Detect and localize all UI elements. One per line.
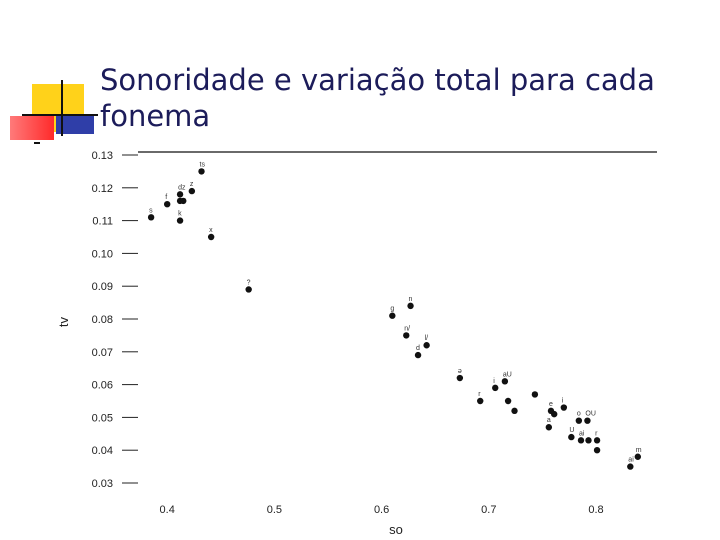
data-point (575, 417, 583, 424)
data-point (593, 437, 601, 444)
data-point (188, 187, 196, 195)
point-label: r (595, 430, 598, 437)
data-point (577, 437, 585, 444)
data-point (593, 447, 601, 454)
y-tick-label: 0.05 (92, 412, 113, 424)
data-point (164, 201, 171, 208)
data-point (511, 407, 518, 415)
slide-title: Sonoridade e variação total para cada fo… (100, 63, 655, 133)
y-tick-label: 0.13 (92, 150, 113, 162)
data-point (477, 397, 484, 405)
point-label: o (577, 411, 581, 418)
x-tick-label: 0.7 (481, 504, 496, 516)
x-axis-label: so (389, 522, 403, 537)
y-axis: 0.03 0.04 0.05 0.06 0.07 0.08 0.09 0.10 0.11 0.12… (92, 150, 138, 490)
vertical-rule (61, 80, 63, 136)
point-label: g (390, 306, 394, 313)
point-label: n/ (404, 325, 410, 332)
x-tick-label: 0.5 (267, 504, 282, 516)
y-tick-label: 0.04 (92, 445, 113, 457)
data-point (504, 397, 512, 405)
data-point (550, 410, 558, 418)
data-point (245, 286, 252, 293)
point-label: ai (628, 457, 634, 464)
y-tick-label: 0.10 (92, 248, 113, 260)
data-point (501, 378, 509, 385)
data-point (147, 214, 155, 221)
data-point (627, 463, 634, 470)
point-label: ai (579, 430, 585, 437)
data-point (198, 168, 205, 175)
data-point (560, 404, 568, 411)
point-label: dz (178, 184, 186, 191)
point-label: d (416, 345, 420, 352)
point-label: OU (585, 411, 596, 418)
data-point (531, 391, 539, 398)
x-axis: 0.4 0.5 0.6 0.7 0.8 (160, 504, 604, 516)
point-label: ə (458, 368, 462, 375)
point-label: aU (503, 371, 512, 378)
point-label: i (562, 398, 564, 405)
data-point (545, 424, 553, 431)
point-label: m (636, 447, 642, 454)
point-label: r (478, 391, 481, 398)
point-label: l/ (425, 335, 429, 342)
point-label: k (178, 211, 182, 218)
data-point (207, 233, 215, 241)
point-label: n (409, 296, 413, 303)
y-tick-label: 0.03 (92, 478, 113, 490)
y-tick-label: 0.08 (92, 314, 113, 326)
point-label: ts (200, 161, 206, 168)
data-point (176, 217, 184, 224)
y-tick-label: 0.11 (92, 216, 113, 228)
data-point (492, 384, 499, 392)
data-point (176, 191, 184, 198)
small-dash (34, 142, 40, 144)
y-tick-label: 0.06 (92, 380, 113, 392)
slide-decoration (0, 0, 100, 160)
point-label: z (190, 181, 194, 188)
x-tick-label: 0.8 (588, 504, 603, 516)
point-label: e (549, 401, 553, 408)
data-point (407, 302, 414, 310)
data-point (180, 197, 187, 205)
data-point (584, 417, 591, 424)
data-point (634, 453, 642, 460)
blue-square (56, 114, 94, 134)
y-tick-label: 0.07 (92, 347, 113, 359)
point-label: i (493, 378, 495, 385)
red-square (10, 116, 54, 140)
data-point (568, 433, 575, 441)
point-label: ? (247, 279, 251, 286)
data-point (403, 332, 410, 339)
point-label: f (165, 194, 167, 201)
data-point (456, 374, 464, 382)
data-point (423, 342, 430, 349)
point-label: U (569, 427, 574, 434)
x-tick-label: 0.6 (374, 504, 389, 516)
data-point (389, 312, 396, 319)
point-label: s (149, 207, 153, 214)
data-point (585, 437, 592, 444)
y-axis-label: tv (56, 316, 71, 327)
horizontal-rule (22, 114, 98, 116)
y-tick-label: 0.12 (92, 183, 113, 195)
point-label: a (547, 417, 551, 424)
y-tick-label: 0.09 (92, 281, 113, 293)
data-point (414, 351, 422, 359)
x-tick-label: 0.4 (160, 504, 175, 516)
point-label: x (209, 227, 213, 234)
